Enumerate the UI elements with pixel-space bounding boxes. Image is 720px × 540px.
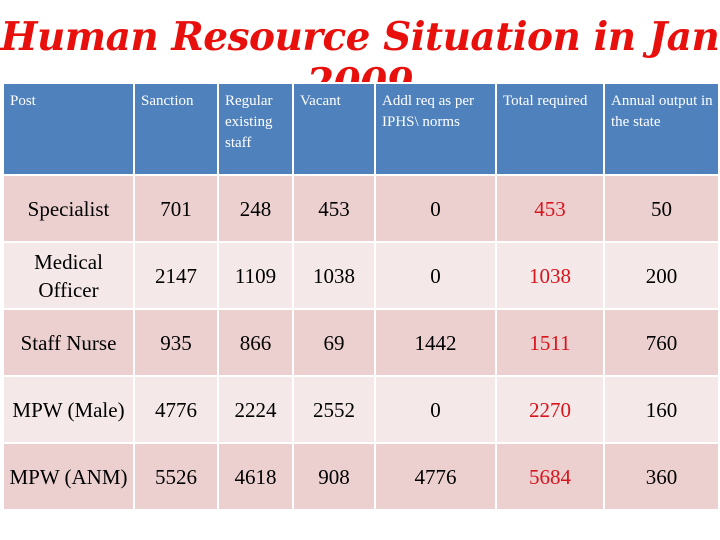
- table-body: Specialist 701 248 453 0 453 50 Medical …: [2, 174, 720, 511]
- table-row: Staff Nurse 935 866 69 1442 1511 760: [2, 308, 720, 377]
- cell-vacant: 453: [292, 174, 376, 243]
- cell-vacant: 69: [292, 308, 376, 377]
- cell-sanction: 4776: [133, 375, 219, 444]
- table-row: MPW (Male) 4776 2224 2552 0 2270 160: [2, 375, 720, 444]
- cell-annual: 200: [603, 241, 720, 310]
- cell-total: 5684: [495, 442, 605, 511]
- header-post: Post: [2, 82, 135, 176]
- cell-sanction: 2147: [133, 241, 219, 310]
- header-vacant: Vacant: [292, 82, 376, 176]
- hr-table: Post Sanction Regular existing staff Vac…: [2, 82, 720, 511]
- cell-regular: 4618: [217, 442, 294, 511]
- cell-sanction: 935: [133, 308, 219, 377]
- cell-total: 453: [495, 174, 605, 243]
- cell-annual: 760: [603, 308, 720, 377]
- cell-vacant: 1038: [292, 241, 376, 310]
- table-row: MPW (ANM) 5526 4618 908 4776 5684 360: [2, 442, 720, 511]
- cell-post: MPW (Male): [2, 375, 135, 444]
- cell-annual: 160: [603, 375, 720, 444]
- cell-regular: 2224: [217, 375, 294, 444]
- cell-post: Specialist: [2, 174, 135, 243]
- cell-post: MPW (ANM): [2, 442, 135, 511]
- cell-post: Medical Officer: [2, 241, 135, 310]
- cell-addl: 0: [374, 174, 497, 243]
- cell-total: 2270: [495, 375, 605, 444]
- cell-vacant: 908: [292, 442, 376, 511]
- cell-total: 1511: [495, 308, 605, 377]
- cell-addl: 1442: [374, 308, 497, 377]
- table-header: Post Sanction Regular existing staff Vac…: [2, 82, 720, 176]
- cell-regular: 248: [217, 174, 294, 243]
- cell-vacant: 2552: [292, 375, 376, 444]
- cell-total: 1038: [495, 241, 605, 310]
- cell-addl: 0: [374, 375, 497, 444]
- header-annual: Annual output in the state: [603, 82, 720, 176]
- cell-annual: 360: [603, 442, 720, 511]
- cell-annual: 50: [603, 174, 720, 243]
- header-sanction: Sanction: [133, 82, 219, 176]
- header-regular: Regular existing staff: [217, 82, 294, 176]
- cell-addl: 4776: [374, 442, 497, 511]
- cell-addl: 0: [374, 241, 497, 310]
- header-total: Total required: [495, 82, 605, 176]
- cell-post: Staff Nurse: [2, 308, 135, 377]
- cell-regular: 1109: [217, 241, 294, 310]
- cell-sanction: 701: [133, 174, 219, 243]
- table-row: Specialist 701 248 453 0 453 50: [2, 174, 720, 243]
- table-row: Medical Officer 2147 1109 1038 0 1038 20…: [2, 241, 720, 310]
- cell-sanction: 5526: [133, 442, 219, 511]
- header-addl: Addl req as per IPHS\ norms: [374, 82, 497, 176]
- cell-regular: 866: [217, 308, 294, 377]
